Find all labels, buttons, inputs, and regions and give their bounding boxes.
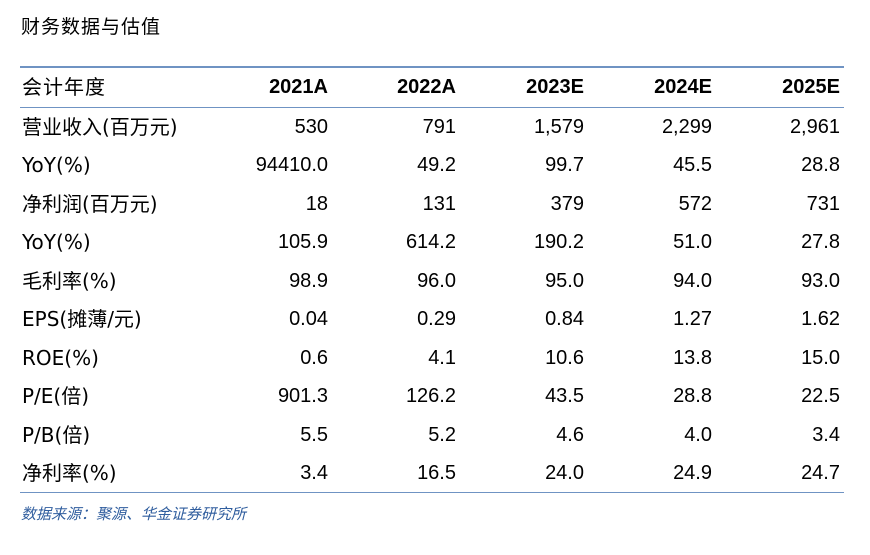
row-label: P/B(倍) <box>22 423 91 447</box>
table-cell: 99.7 <box>545 154 584 176</box>
table-cell: 98.9 <box>289 270 328 292</box>
row-label: 毛利率(%) <box>22 269 117 293</box>
table-title: 财务数据与估值 <box>21 16 162 38</box>
header-cell: 2024E <box>654 76 712 98</box>
table-cell: 4.1 <box>428 347 456 369</box>
table-row: YoY(%) 105.9 614.2 190.2 51.0 27.8 <box>20 223 844 261</box>
row-label: 净利润(百万元) <box>22 192 158 216</box>
table-cell: 0.04 <box>289 308 328 330</box>
table-cell: 614.2 <box>405 231 456 253</box>
table-cell: 13.8 <box>673 347 712 369</box>
table-cell: 379 <box>550 193 584 215</box>
table-cell: 190.2 <box>533 231 584 253</box>
header-cell: 2022A <box>397 76 456 98</box>
table-cell: 0.29 <box>417 308 456 330</box>
table-cell: 731 <box>806 193 840 215</box>
table-cell: 15.0 <box>801 347 840 369</box>
table-cell: 22.5 <box>801 385 840 407</box>
header-rule <box>20 107 844 108</box>
source-note: 数据来源：聚源、华金证券研究所 <box>21 505 247 523</box>
bottom-rule <box>20 492 844 493</box>
row-label: YoY(%) <box>22 230 91 254</box>
table-cell: 45.5 <box>673 154 712 176</box>
table-cell: 572 <box>678 193 712 215</box>
table-row: ROE(%) 0.6 4.1 10.6 13.8 15.0 <box>20 339 844 377</box>
table-cell: 28.8 <box>801 154 840 176</box>
table-row: 营业收入(百万元) 530 791 1,579 2,299 2,961 <box>20 108 844 146</box>
row-label: YoY(%) <box>22 153 91 177</box>
row-label: P/E(倍) <box>22 384 90 408</box>
table-cell: 4.6 <box>556 424 584 446</box>
table-cell: 1.62 <box>801 308 840 330</box>
table-row: YoY(%) 94410.0 49.2 99.7 45.5 28.8 <box>20 146 844 184</box>
table-cell: 3.4 <box>300 462 328 484</box>
row-label: 营业收入(百万元) <box>22 115 178 139</box>
table-cell: 5.2 <box>428 424 456 446</box>
row-label: EPS(摊薄/元) <box>22 307 142 331</box>
table-cell: 0.6 <box>300 347 328 369</box>
table-row: 净利率(%) 3.4 16.5 24.0 24.9 24.7 <box>20 454 844 492</box>
table-header-row: 会计年度 2021A 2022A 2023E 2024E 2025E <box>20 68 844 106</box>
table-row: 毛利率(%) 98.9 96.0 95.0 94.0 93.0 <box>20 262 844 300</box>
row-label: 净利率(%) <box>22 461 117 485</box>
table-row: EPS(摊薄/元) 0.04 0.29 0.84 1.27 1.62 <box>20 300 844 338</box>
header-cell: 2025E <box>782 76 840 98</box>
table-cell: 49.2 <box>417 154 456 176</box>
table-cell: 10.6 <box>545 347 584 369</box>
header-cell: 2021A <box>269 76 328 98</box>
table-row: 净利润(百万元) 18 131 379 572 731 <box>20 185 844 223</box>
table-cell: 93.0 <box>801 270 840 292</box>
table-cell: 530 <box>294 116 328 138</box>
table-cell: 1,579 <box>533 116 584 138</box>
table-cell: 51.0 <box>673 231 712 253</box>
table-cell: 43.5 <box>545 385 584 407</box>
table-cell: 126.2 <box>405 385 456 407</box>
row-label: ROE(%) <box>22 346 99 370</box>
header-cell: 2023E <box>526 76 584 98</box>
table-cell: 94.0 <box>673 270 712 292</box>
table-cell: 24.0 <box>545 462 584 484</box>
table-cell: 2,299 <box>661 116 712 138</box>
table-cell: 5.5 <box>300 424 328 446</box>
table-cell: 27.8 <box>801 231 840 253</box>
table-cell: 24.7 <box>801 462 840 484</box>
table-cell: 131 <box>422 193 456 215</box>
top-rule <box>20 66 844 68</box>
table-cell: 94410.0 <box>255 154 328 176</box>
table-cell: 24.9 <box>673 462 712 484</box>
table-cell: 18 <box>305 193 328 215</box>
table-cell: 791 <box>422 116 456 138</box>
table-cell: 2,961 <box>789 116 840 138</box>
table-cell: 105.9 <box>277 231 328 253</box>
table-cell: 95.0 <box>545 270 584 292</box>
table-row: P/B(倍) 5.5 5.2 4.6 4.0 3.4 <box>20 416 844 454</box>
table-row: P/E(倍) 901.3 126.2 43.5 28.8 22.5 <box>20 377 844 415</box>
table-cell: 3.4 <box>812 424 840 446</box>
table-cell: 28.8 <box>673 385 712 407</box>
table-cell: 901.3 <box>277 385 328 407</box>
header-cell: 会计年度 <box>22 75 106 99</box>
table-cell: 0.84 <box>545 308 584 330</box>
table-cell: 16.5 <box>417 462 456 484</box>
table-cell: 1.27 <box>673 308 712 330</box>
table-cell: 4.0 <box>684 424 712 446</box>
table-cell: 96.0 <box>417 270 456 292</box>
